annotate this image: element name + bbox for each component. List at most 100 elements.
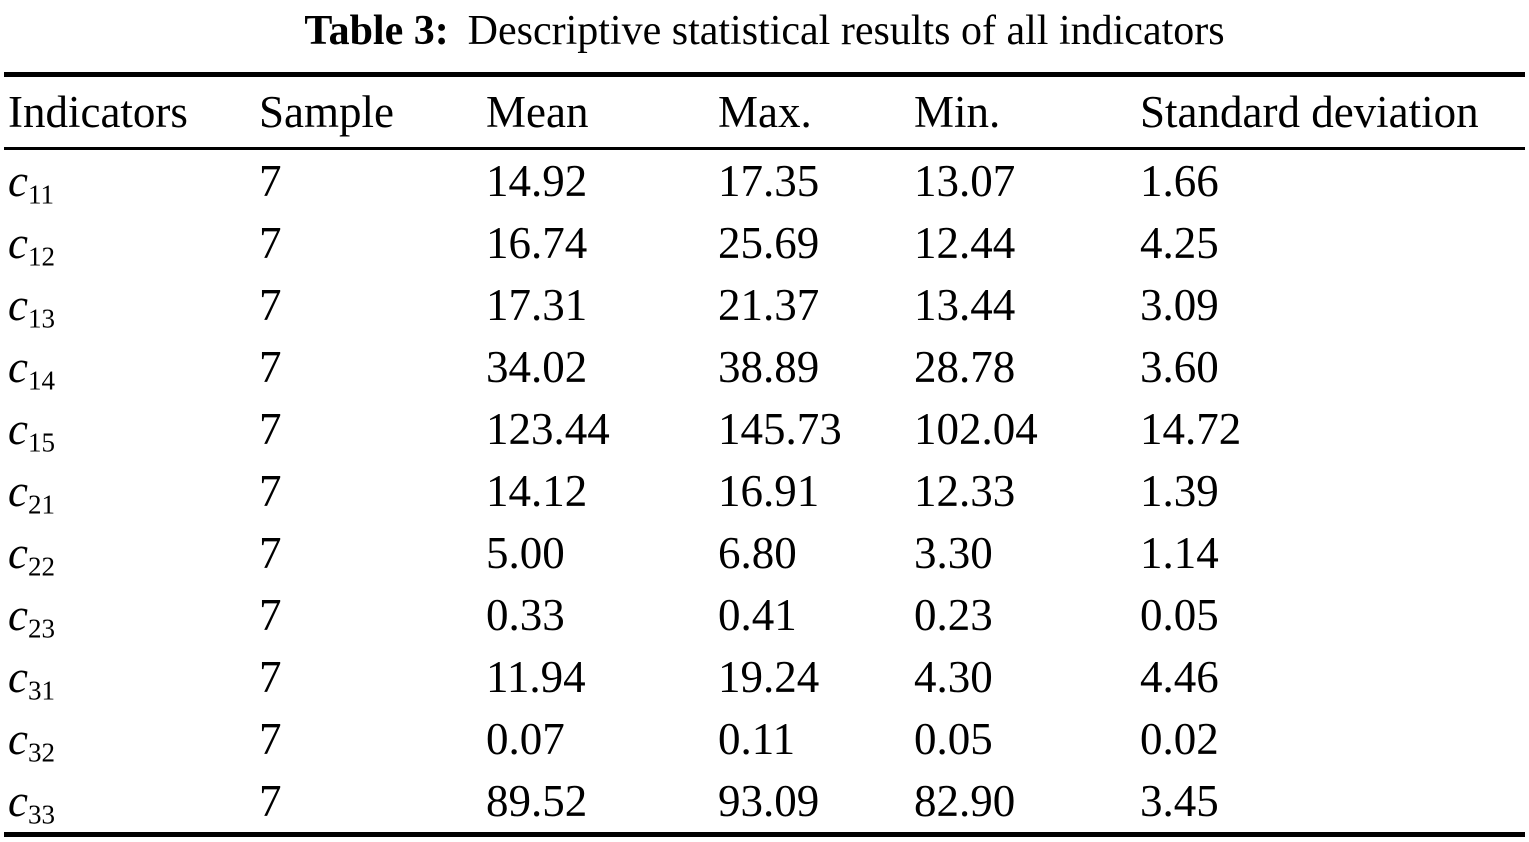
cell-std: 1.66 <box>1140 156 1219 206</box>
cell-mean: 5.00 <box>486 528 565 578</box>
cell-max: 145.73 <box>718 404 842 454</box>
table-row: c13 7 17.31 21.37 13.44 3.09 <box>4 274 1525 336</box>
cell-sample: 7 <box>259 714 282 764</box>
col-header-max: Max. <box>718 74 914 150</box>
table-row: c32 7 0.07 0.11 0.05 0.02 <box>4 708 1525 770</box>
table-row: c23 7 0.33 0.41 0.23 0.05 <box>4 584 1525 646</box>
cell-max: 6.80 <box>718 528 797 578</box>
cell-std: 3.45 <box>1140 776 1219 826</box>
indicator-subscript: 22 <box>27 551 55 582</box>
cell-max: 21.37 <box>718 280 820 330</box>
cell-mean: 34.02 <box>486 342 588 392</box>
cell-sample: 7 <box>259 218 282 268</box>
cell-sample: 7 <box>259 466 282 516</box>
cell-min: 13.07 <box>914 156 1016 206</box>
cell-sample: 7 <box>259 280 282 330</box>
indicator-symbol: c <box>8 466 28 516</box>
indicator-symbol: c <box>8 652 28 702</box>
cell-sample: 7 <box>259 776 282 826</box>
table-caption: Table 3: Descriptive statistical results … <box>0 0 1529 56</box>
col-header-standard-deviation: Standard deviation <box>1140 74 1525 150</box>
cell-indicator: c14 <box>4 336 259 398</box>
indicator-subscript: 23 <box>27 613 55 644</box>
cell-indicator: c23 <box>4 584 259 646</box>
cell-min: 0.23 <box>914 590 993 640</box>
table-row: c12 7 16.74 25.69 12.44 4.25 <box>4 212 1525 274</box>
cell-mean: 123.44 <box>486 404 610 454</box>
cell-std: 0.05 <box>1140 590 1219 640</box>
indicator-subscript: 33 <box>27 799 55 830</box>
cell-indicator: c13 <box>4 274 259 336</box>
cell-indicator: c15 <box>4 398 259 460</box>
cell-mean: 16.74 <box>486 218 588 268</box>
indicator-subscript: 14 <box>27 365 55 396</box>
table-row: c31 7 11.94 19.24 4.30 4.46 <box>4 646 1525 708</box>
cell-std: 1.39 <box>1140 466 1219 516</box>
cell-mean: 14.92 <box>486 156 588 206</box>
cell-min: 13.44 <box>914 280 1016 330</box>
cell-min: 12.44 <box>914 218 1016 268</box>
cell-std: 1.14 <box>1140 528 1219 578</box>
cell-min: 28.78 <box>914 342 1016 392</box>
statistics-table: Indicators Sample Mean Max. Min. Standar… <box>4 72 1525 837</box>
table-row: c14 7 34.02 38.89 28.78 3.60 <box>4 336 1525 398</box>
table-row: c33 7 89.52 93.09 82.90 3.45 <box>4 770 1525 835</box>
cell-indicator: c21 <box>4 460 259 522</box>
cell-sample: 7 <box>259 342 282 392</box>
cell-sample: 7 <box>259 404 282 454</box>
indicator-subscript: 12 <box>27 241 55 272</box>
col-header-mean: Mean <box>486 74 718 150</box>
cell-min: 102.04 <box>914 404 1038 454</box>
cell-max: 38.89 <box>718 342 820 392</box>
table-row: c15 7 123.44 145.73 102.04 14.72 <box>4 398 1525 460</box>
cell-max: 16.91 <box>718 466 820 516</box>
indicator-subscript: 21 <box>27 489 55 520</box>
indicator-symbol: c <box>8 714 28 764</box>
indicator-subscript: 32 <box>27 737 55 768</box>
cell-mean: 17.31 <box>486 280 588 330</box>
indicator-symbol: c <box>8 280 28 330</box>
table-row: c11 7 14.92 17.35 13.07 1.66 <box>4 149 1525 213</box>
col-header-min: Min. <box>914 74 1140 150</box>
cell-mean: 0.33 <box>486 590 565 640</box>
cell-mean: 89.52 <box>486 776 588 826</box>
cell-mean: 11.94 <box>486 652 586 702</box>
cell-indicator: c31 <box>4 646 259 708</box>
cell-sample: 7 <box>259 156 282 206</box>
cell-indicator: c11 <box>4 149 259 213</box>
cell-min: 82.90 <box>914 776 1016 826</box>
cell-std: 14.72 <box>1140 404 1242 454</box>
header-row: Indicators Sample Mean Max. Min. Standar… <box>4 74 1525 150</box>
indicator-symbol: c <box>8 218 28 268</box>
cell-max: 25.69 <box>718 218 820 268</box>
cell-std: 3.60 <box>1140 342 1219 392</box>
caption-label: Table 3: <box>304 8 449 54</box>
cell-indicator: c32 <box>4 708 259 770</box>
indicator-symbol: c <box>8 404 28 454</box>
cell-std: 0.02 <box>1140 714 1219 764</box>
cell-std: 4.25 <box>1140 218 1219 268</box>
cell-max: 17.35 <box>718 156 820 206</box>
cell-std: 3.09 <box>1140 280 1219 330</box>
cell-max: 0.41 <box>718 590 797 640</box>
indicator-symbol: c <box>8 156 28 206</box>
table-row: c22 7 5.00 6.80 3.30 1.14 <box>4 522 1525 584</box>
indicator-subscript: 13 <box>27 303 55 334</box>
cell-mean: 14.12 <box>486 466 588 516</box>
table-row: c21 7 14.12 16.91 12.33 1.39 <box>4 460 1525 522</box>
cell-min: 12.33 <box>914 466 1016 516</box>
caption-text: Descriptive statistical results of all i… <box>467 8 1225 54</box>
cell-max: 93.09 <box>718 776 820 826</box>
indicator-symbol: c <box>8 776 28 826</box>
cell-max: 0.11 <box>718 714 796 764</box>
indicator-symbol: c <box>8 342 28 392</box>
indicator-subscript: 15 <box>27 427 55 458</box>
cell-min: 0.05 <box>914 714 993 764</box>
cell-indicator: c12 <box>4 212 259 274</box>
indicator-subscript: 11 <box>27 179 54 210</box>
cell-indicator: c22 <box>4 522 259 584</box>
cell-min: 3.30 <box>914 528 993 578</box>
indicator-subscript: 31 <box>27 675 55 706</box>
cell-sample: 7 <box>259 652 282 702</box>
